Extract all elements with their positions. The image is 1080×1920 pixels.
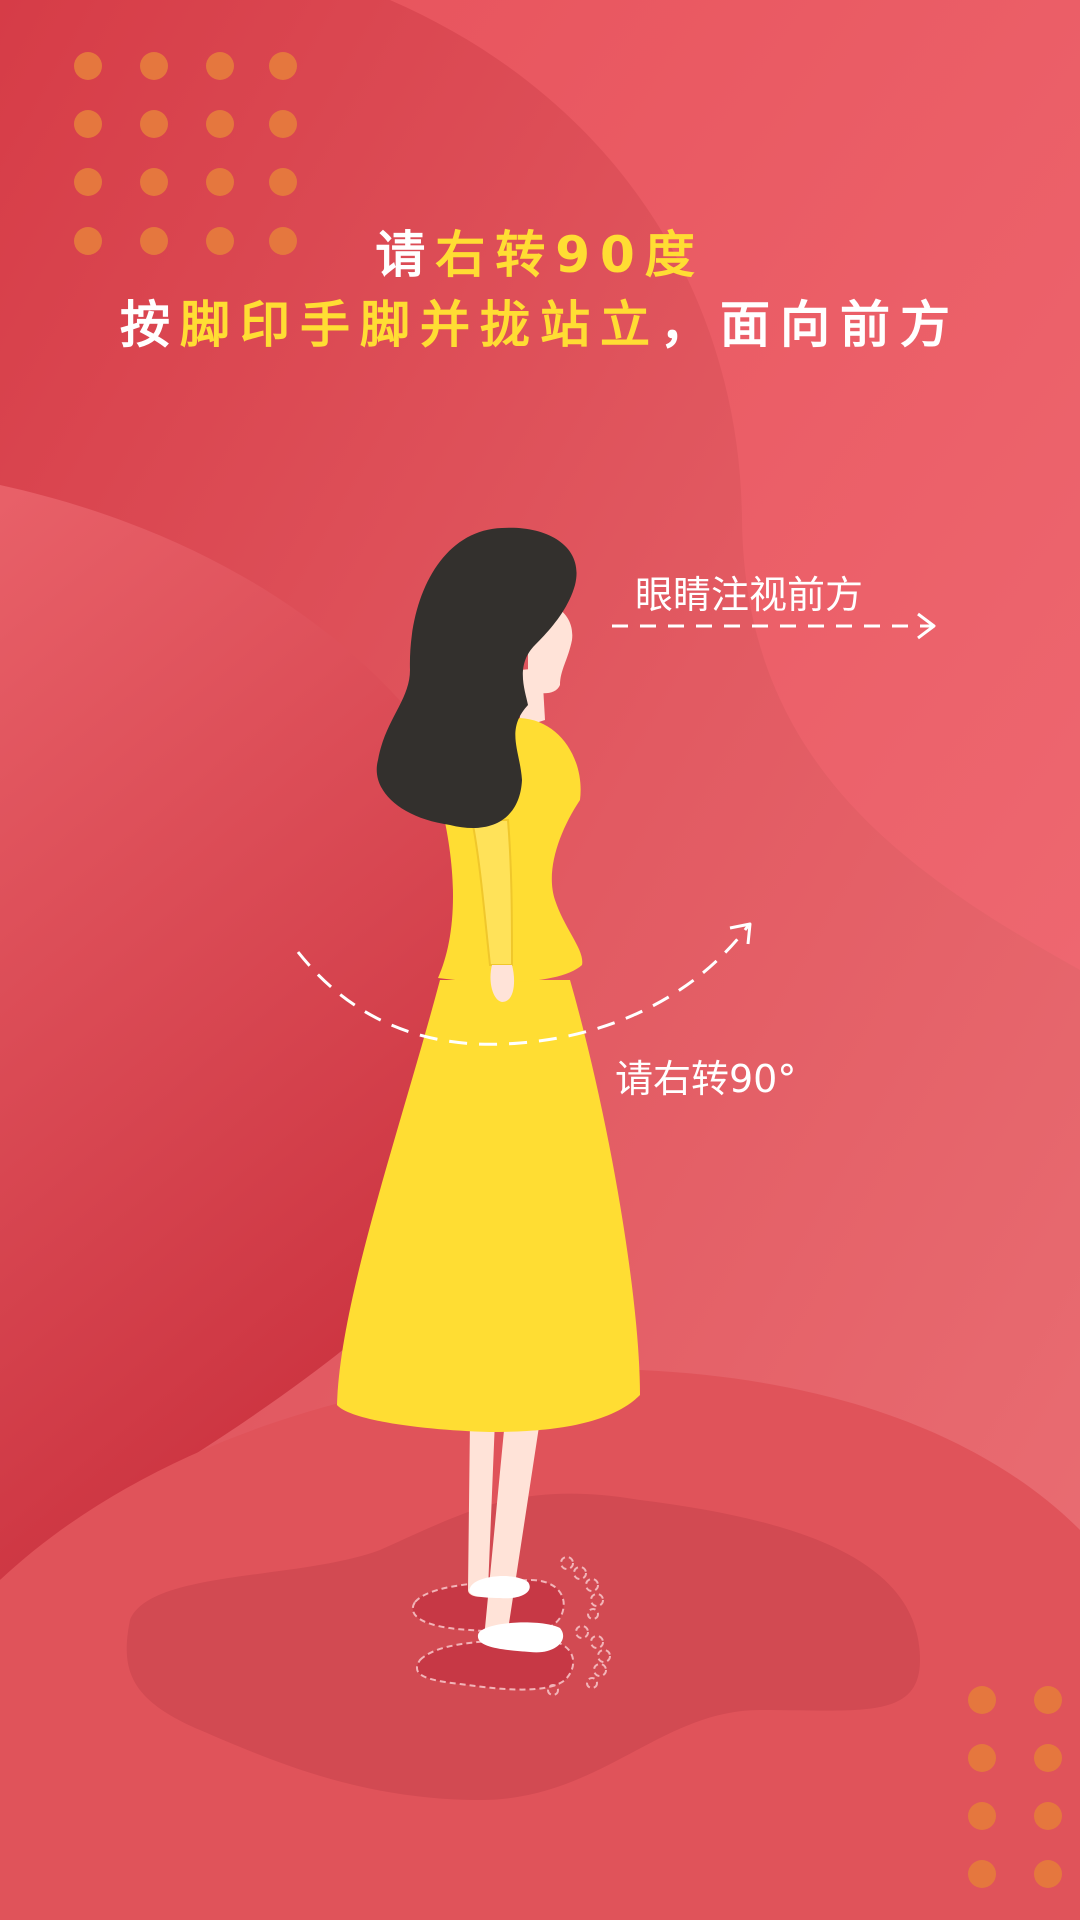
dashed-arrow-right-icon bbox=[612, 612, 936, 640]
dot-grid-top bbox=[74, 52, 297, 255]
dashed-curved-arrow-icon bbox=[296, 922, 752, 1046]
turn-right-label: 请右转90° bbox=[615, 1057, 797, 1101]
woman-figure bbox=[337, 527, 640, 1653]
instruction-line-1-part-2: 右转90度 bbox=[435, 226, 705, 284]
instruction-line-1: 请右转90度 bbox=[0, 225, 1080, 285]
instruction-line-2-part-1: 按 bbox=[120, 296, 180, 354]
instruction-line-2-part-2: 脚印手脚并拢站立 bbox=[180, 296, 660, 354]
instruction-line-2-part-3: ，面向前方 bbox=[660, 296, 960, 354]
instruction-line-1-part-1: 请 bbox=[375, 226, 436, 284]
instruction-line-2: 按脚印手脚并拢站立，面向前方 bbox=[0, 295, 1080, 355]
eyes-forward-label: 眼睛注视前方 bbox=[635, 573, 864, 617]
dot-grid-bottom bbox=[968, 1686, 1062, 1888]
